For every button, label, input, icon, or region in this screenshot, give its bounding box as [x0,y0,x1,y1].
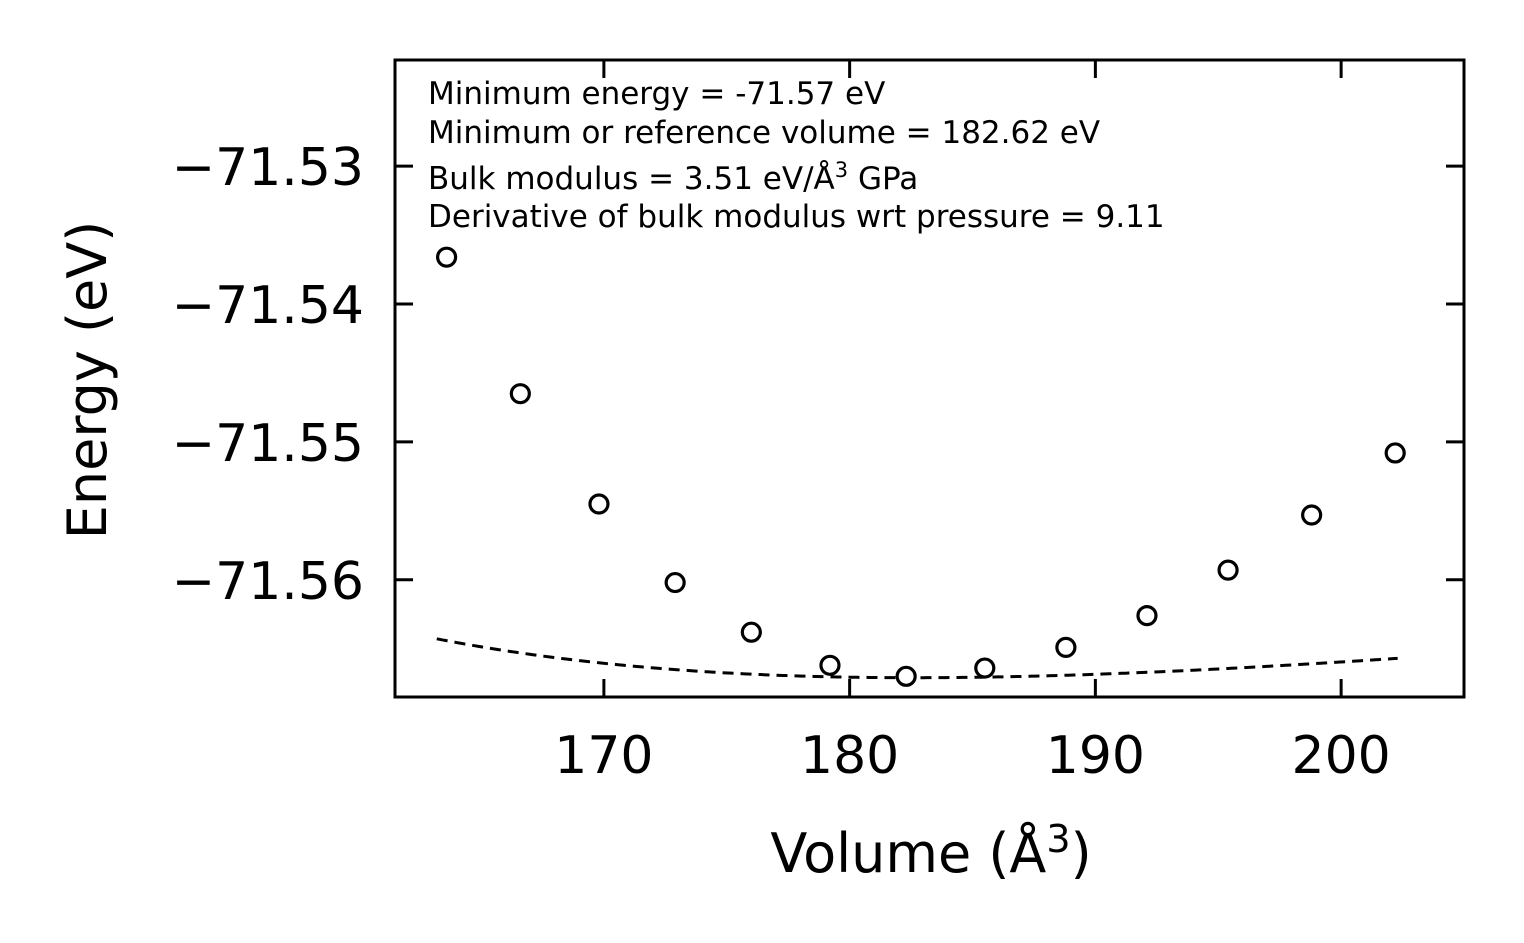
x-axis-title: Volume (Å3) [770,817,1091,885]
data-point [740,621,762,643]
fit-curve [436,637,1398,680]
y-tick-label: −71.55 [172,414,364,474]
x-tick-label: 170 [554,726,653,786]
annotation-bulk-derivative: Derivative of bulk modulus wrt pressure … [428,199,1165,235]
y-axis-title: Energy (eV) [56,221,119,540]
data-point [1136,605,1158,627]
annotation-bulk-modulus-suffix: GPa [848,161,918,197]
data-point [1217,559,1239,581]
x-axis-title-main: Volume (Å [770,821,1046,885]
data-point [1384,442,1406,464]
y-tick-label: −71.54 [172,276,364,336]
ticks-layer: 170 180 190 200 −71.53 −71.54 −71.55 −71.56 [172,60,1464,786]
data-point [1055,636,1077,658]
x-axis-title-suffix: ) [1071,822,1092,885]
annotation-min-volume: Minimum or reference volume = 182.62 eV [428,115,1100,151]
y-tick-label: −71.56 [172,552,364,612]
x-tick-label: 200 [1291,726,1390,786]
data-point [1301,504,1323,526]
y-tick-label: −71.53 [172,138,364,198]
x-tick-label: 190 [1046,726,1145,786]
annotation-box: Minimum energy = -71.57 eV Minimum or re… [428,76,1165,235]
data-point [509,383,531,405]
points-layer [436,246,1406,687]
fit-layer [436,637,1398,680]
annotation-min-energy: Minimum energy = -71.57 eV [428,76,885,112]
data-point [588,493,610,515]
plot-frame [393,58,1466,699]
annotation-bulk-modulus: Bulk modulus = 3.51 eV/Å3 GPa [428,158,918,197]
annotation-bulk-modulus-sup: 3 [835,158,848,182]
x-tick-label: 180 [800,726,899,786]
x-axis-title-sup: 3 [1046,817,1070,861]
data-point [895,665,917,687]
data-point [436,246,458,268]
annotation-bulk-modulus-main: Bulk modulus = 3.51 eV/Å [428,161,835,197]
data-point [974,657,996,679]
data-point [664,571,686,594]
data-point [819,654,841,676]
